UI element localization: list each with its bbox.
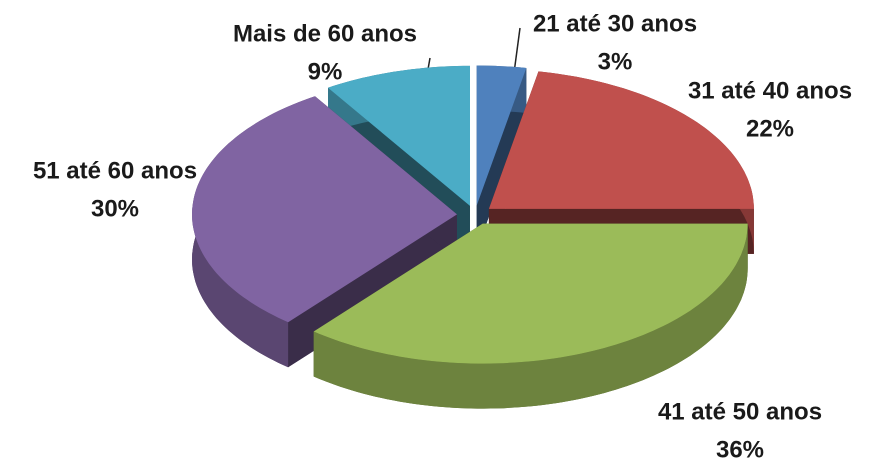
- pie-slice: [192, 96, 457, 368]
- slice-label: Mais de 60 anos: [233, 20, 417, 47]
- slice-label: 41 até 50 anos: [658, 398, 822, 425]
- slice-value-label: 36%: [716, 436, 764, 459]
- pie-slice: [313, 223, 748, 409]
- slice-label: 31 até 40 anos: [688, 77, 852, 104]
- slice-value-label: 22%: [746, 115, 794, 142]
- slice-label: 21 até 30 anos: [533, 10, 697, 37]
- slice-value-label: 3%: [598, 48, 633, 75]
- slice-label: 51 até 60 anos: [33, 157, 197, 184]
- slice-top: [192, 96, 457, 323]
- slice-value-label: 9%: [308, 58, 343, 85]
- slice-side: [313, 223, 748, 409]
- slice-top: [328, 65, 470, 206]
- slice-top: [313, 223, 748, 364]
- slice-top: [476, 65, 527, 206]
- slice-value-label: 30%: [91, 195, 139, 222]
- slice-top: [488, 71, 754, 209]
- slice-wall: [476, 68, 527, 251]
